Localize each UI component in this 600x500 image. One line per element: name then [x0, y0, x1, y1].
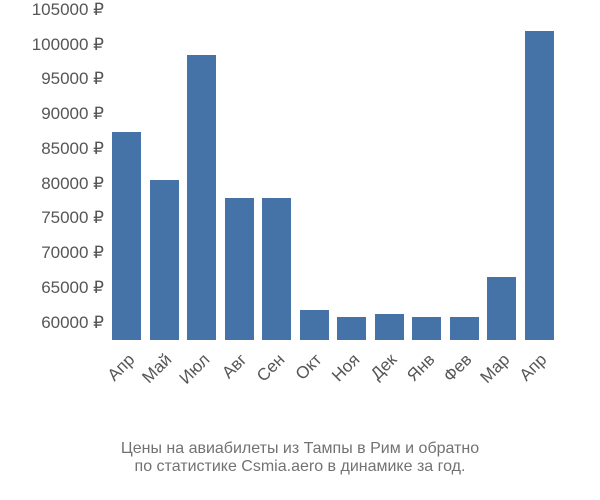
bar [337, 317, 366, 340]
bar [225, 198, 254, 340]
x-axis: АпрМайИюлАвгСенОктНояДекЯнвФевМарАпр [108, 340, 558, 440]
y-tick-label: 85000 ₽ [0, 139, 104, 159]
y-tick-label: 75000 ₽ [0, 208, 104, 228]
x-tick-label: Апр [516, 350, 551, 385]
x-tick-label: Апр [104, 350, 139, 385]
caption-line-2: по статистике Csmia.aero в динамике за г… [0, 458, 600, 476]
bar [112, 132, 141, 340]
bar [525, 31, 554, 340]
x-tick-label: Май [139, 350, 177, 388]
chart-caption: Цены на авиабилеты из Тампы в Рим и обра… [0, 440, 600, 476]
bar [450, 317, 479, 340]
caption-line-1: Цены на авиабилеты из Тампы в Рим и обра… [0, 440, 600, 458]
y-tick-label: 65000 ₽ [0, 278, 104, 298]
y-axis: 60000 ₽ 65000 ₽ 70000 ₽ 75000 ₽ 80000 ₽ 85000… [0, 10, 108, 340]
x-tick-label: Июл [175, 350, 214, 389]
x-tick-label: Авг [218, 350, 251, 383]
bar [150, 180, 179, 340]
x-tick-label: Фев [440, 350, 476, 386]
y-tick-label: 70000 ₽ [0, 243, 104, 263]
price-chart: 60000 ₽ 65000 ₽ 70000 ₽ 75000 ₽ 80000 ₽ 85000… [0, 0, 600, 500]
y-tick-label: 100000 ₽ [0, 35, 104, 55]
bar [262, 198, 291, 340]
x-tick-label: Окт [292, 350, 326, 384]
bar [412, 317, 441, 340]
bar [375, 314, 404, 340]
plot-area [108, 10, 558, 340]
x-tick-label: Сен [253, 350, 289, 386]
y-tick-label: 90000 ₽ [0, 104, 104, 124]
y-tick-label: 95000 ₽ [0, 69, 104, 89]
x-tick-label: Ноя [328, 350, 364, 386]
x-tick-label: Янв [403, 350, 439, 386]
bars-container [108, 10, 558, 340]
bar [187, 55, 216, 340]
y-tick-label: 105000 ₽ [0, 0, 104, 20]
y-tick-label: 80000 ₽ [0, 174, 104, 194]
x-tick-label: Мар [476, 350, 514, 388]
y-tick-label: 60000 ₽ [0, 313, 104, 333]
bar [487, 277, 516, 340]
bar [300, 310, 329, 340]
x-tick-label: Дек [367, 350, 401, 384]
